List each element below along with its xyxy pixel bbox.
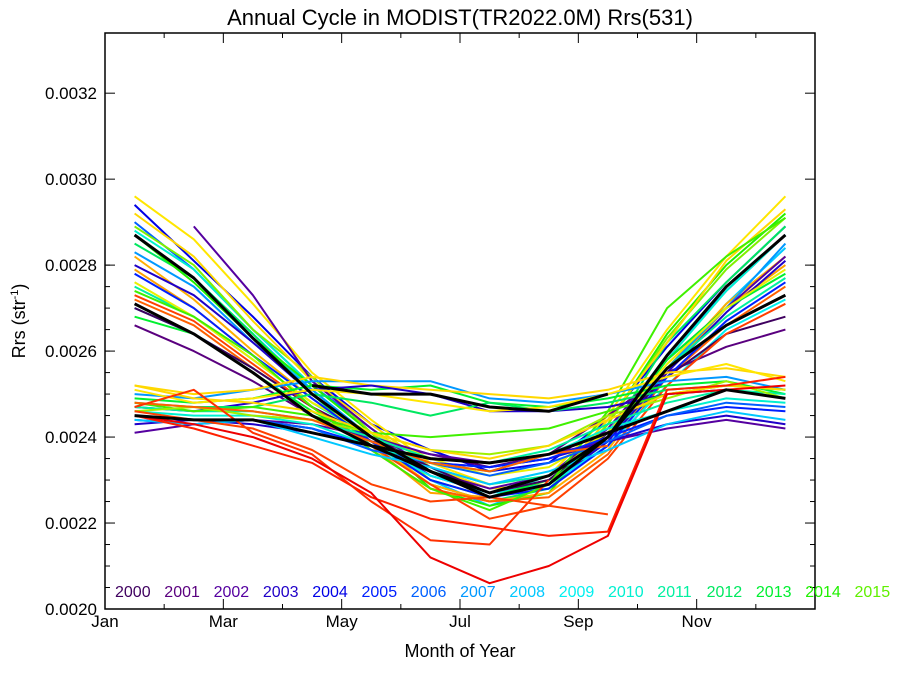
y-tick-label-1: 0.0022	[45, 514, 97, 533]
y-tick-label-2: 0.0024	[45, 428, 97, 447]
series-line-45	[134, 410, 609, 516]
legend-year-2009: 2009	[559, 584, 595, 601]
legend-year-2013: 2013	[756, 584, 792, 601]
legend-year-2006: 2006	[411, 584, 447, 601]
ticks-layer: 0.0020 0.0022 0.0024 0.0026 0.0028 0.0030 0.00…	[45, 33, 815, 631]
y-tick-label-3: 0.0026	[45, 342, 97, 361]
legend-year-2014: 2014	[805, 584, 841, 601]
legend-layer: 2000 2001 2002 2003 2004 2005 2006 2007 2008 2009…	[115, 584, 890, 601]
series-line-41	[134, 401, 609, 473]
x-axis-label: Month of Year	[404, 641, 515, 661]
legend-year-2015: 2015	[855, 584, 891, 601]
legend-year-2003: 2003	[263, 584, 299, 601]
series-line-30	[134, 363, 786, 413]
series-line-49	[311, 384, 609, 413]
series-line-8	[134, 208, 787, 490]
series-line-39	[134, 380, 786, 456]
y-axis-label-close: )	[9, 284, 29, 290]
series-line-42	[134, 388, 550, 546]
series-line-20	[134, 307, 786, 494]
series-line-46	[133, 233, 787, 495]
x-tick-label-2: May	[326, 612, 359, 631]
y-axis-label: Rrs (str-1)	[9, 284, 29, 359]
y-tick-label-6: 0.0032	[45, 84, 97, 103]
x-tick-label-4: Sep	[563, 612, 593, 631]
y-tick-label-0: 0.0020	[45, 600, 97, 619]
x-tick-label-0: Jan	[91, 612, 118, 631]
series-line-9	[134, 195, 787, 486]
series-layer	[133, 195, 787, 585]
legend-year-2008: 2008	[509, 584, 545, 601]
legend-year-2004: 2004	[312, 584, 348, 601]
x-tick-label-5: Nov	[682, 612, 713, 631]
series-line-22	[134, 294, 786, 520]
chart-title: Annual Cycle in MODIST(TR2022.0M) Rrs(53…	[227, 5, 693, 30]
legend-year-2000: 2000	[115, 584, 151, 601]
legend-year-2012: 2012	[707, 584, 743, 601]
legend-year-2010: 2010	[608, 584, 644, 601]
series-line-44	[134, 384, 786, 585]
series-line-47	[133, 293, 787, 499]
x-tick-label-3: Jul	[449, 612, 471, 631]
series-line-23	[134, 272, 786, 499]
y-axis-label-superscript: -1	[9, 290, 21, 300]
y-axis-label-main: Rrs (str	[9, 299, 29, 358]
legend-year-2007: 2007	[460, 584, 496, 601]
series-line-48	[134, 388, 786, 465]
y-tick-label-5: 0.0030	[45, 170, 97, 189]
x-tick-label-1: Mar	[209, 612, 239, 631]
legend-year-2005: 2005	[362, 584, 398, 601]
y-tick-label-4: 0.0028	[45, 256, 97, 275]
series-line-27	[134, 367, 786, 400]
series-line-43	[134, 375, 786, 537]
legend-year-2001: 2001	[164, 584, 200, 601]
legend-year-2002: 2002	[214, 584, 250, 601]
legend-year-2011: 2011	[657, 584, 692, 601]
